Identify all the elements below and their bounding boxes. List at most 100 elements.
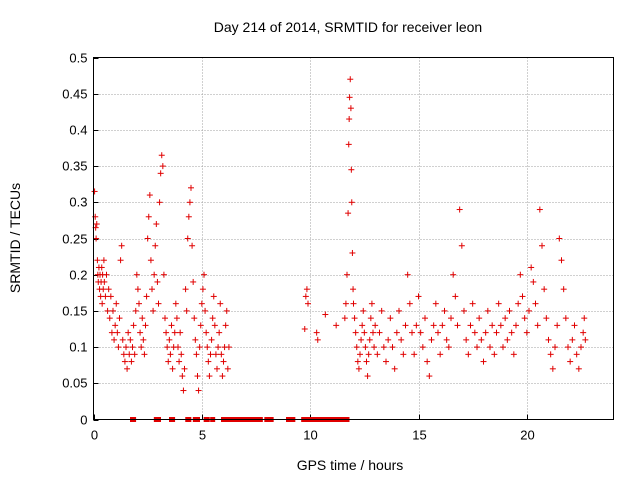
data-point (129, 344, 136, 351)
y-tick-label: 0.15 (62, 304, 87, 319)
data-point (314, 336, 321, 343)
data-point (352, 329, 359, 336)
data-point (94, 257, 101, 264)
data-point (116, 315, 123, 322)
data-point (303, 286, 310, 293)
data-point (502, 315, 509, 322)
data-point (519, 293, 526, 300)
data-point (208, 336, 215, 343)
data-point (121, 358, 128, 365)
data-point (482, 329, 489, 336)
data-point (163, 329, 170, 336)
data-point (491, 351, 498, 358)
data-point (104, 307, 111, 314)
data-point (581, 315, 588, 322)
data-point (171, 329, 178, 336)
data-point (152, 242, 159, 249)
data-point (111, 336, 118, 343)
data-point (413, 322, 420, 329)
data-point (389, 344, 396, 351)
data-point (110, 307, 116, 314)
data-point (378, 307, 385, 314)
data-point (186, 199, 193, 206)
data-point (126, 351, 133, 358)
data-point (149, 286, 155, 293)
data-point (376, 329, 383, 336)
data-point (179, 373, 186, 380)
data-point (554, 322, 561, 329)
data-point (100, 257, 107, 264)
data-point (374, 351, 381, 358)
data-point (541, 286, 548, 293)
data-point (480, 358, 487, 365)
data-point (549, 365, 556, 372)
data-point (125, 329, 132, 336)
x-tick-label: 15 (412, 428, 426, 443)
data-point (528, 264, 535, 271)
data-point (458, 242, 465, 249)
data-point (396, 307, 402, 314)
x-tick-label: 20 (520, 428, 534, 443)
data-point (175, 344, 181, 351)
data-point (173, 315, 180, 322)
data-point (202, 307, 209, 314)
data-point (430, 322, 437, 329)
data-point (165, 358, 172, 365)
data-point (391, 365, 398, 372)
data-point (204, 344, 211, 351)
data-point (102, 293, 109, 300)
data-point (351, 315, 358, 322)
data-point (216, 329, 223, 336)
data-point (99, 300, 106, 307)
data-point (359, 322, 366, 329)
data-point (119, 336, 126, 343)
data-point (162, 315, 168, 322)
data-point (465, 351, 472, 358)
data-point (181, 365, 188, 372)
data-point (380, 344, 387, 351)
data-point (193, 351, 200, 358)
plot-frame (93, 57, 614, 420)
data-point (218, 351, 225, 358)
data-point (101, 278, 108, 285)
data-point (411, 351, 418, 358)
data-point (131, 351, 138, 358)
data-point (383, 358, 389, 365)
data-point (365, 351, 372, 358)
data-point (569, 336, 576, 343)
y-tick-label: 0.4 (69, 123, 87, 138)
data-point (360, 307, 367, 314)
data-point (417, 329, 424, 336)
data-point (209, 315, 216, 322)
data-point (190, 278, 197, 285)
data-point (155, 300, 162, 307)
data-point (562, 315, 569, 322)
data-point (495, 300, 502, 307)
data-point (322, 311, 329, 318)
data-point (158, 152, 165, 159)
data-point (133, 271, 140, 278)
data-point (185, 213, 192, 220)
y-tick-label: 0.45 (62, 87, 87, 102)
data-point (172, 300, 179, 307)
data-point (198, 300, 205, 307)
chart-title: Day 214 of 2014, SRMTID for receiver leo… (214, 19, 482, 35)
data-point (422, 315, 428, 322)
data-point (400, 351, 407, 358)
data-point (358, 336, 365, 343)
data-point (355, 365, 362, 372)
data-point (143, 293, 150, 300)
data-point (469, 300, 476, 307)
data-point (539, 242, 545, 249)
data-point (532, 300, 539, 307)
data-point (180, 387, 187, 394)
data-point (112, 322, 119, 329)
data-point (195, 387, 202, 394)
data-point (461, 307, 467, 314)
data-point (347, 105, 354, 112)
data-point (189, 242, 196, 249)
data-point (178, 351, 185, 358)
data-point (534, 322, 541, 329)
data-point (212, 351, 219, 358)
data-point (402, 322, 409, 329)
